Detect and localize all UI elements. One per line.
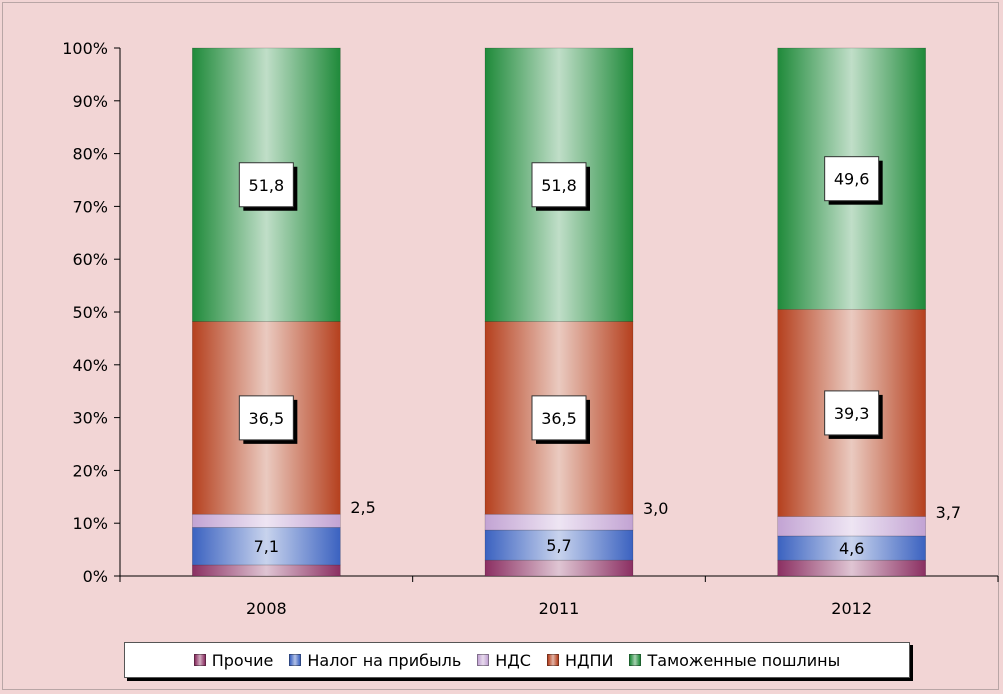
legend-item: Таможенные пошлины <box>629 651 840 670</box>
y-tick-label: 50% <box>72 303 108 322</box>
data-label-box <box>824 390 880 436</box>
data-label: 51,8 <box>249 176 285 195</box>
legend-item: Налог на прибыль <box>289 651 461 670</box>
y-tick-label: 90% <box>72 92 108 111</box>
bars <box>192 47 926 577</box>
data-label-box <box>238 395 294 441</box>
legend-label: Таможенные пошлины <box>647 650 841 670</box>
y-tick-label: 80% <box>72 145 108 164</box>
y-tick-label: 20% <box>72 461 108 480</box>
bar-segment <box>484 559 634 577</box>
data-label: 36,5 <box>249 409 285 428</box>
data-labels: 7,1 2,5 36,5 51,8 5,7 3,0 36,5 51,8 4,6 3,7 39,3 49… <box>238 156 961 558</box>
data-label-box <box>824 156 880 202</box>
data-label: 4,6 <box>839 539 864 558</box>
data-label: 39,3 <box>834 404 870 423</box>
legend-swatch <box>629 654 642 666</box>
data-label: 2,5 <box>350 498 375 517</box>
y-tick-label: 70% <box>72 197 108 216</box>
legend-label: Налог на прибыль <box>307 650 462 670</box>
bar-segment <box>192 564 341 577</box>
y-tick-label: 0% <box>83 567 108 586</box>
data-label: 7,1 <box>254 537 279 556</box>
x-tick-label: 2011 <box>539 599 580 618</box>
legend-swatch <box>546 654 559 666</box>
legend: Прочие Налог на прибыль НДС НДПИ Таможенные … <box>124 642 910 678</box>
bar-segment <box>484 513 634 531</box>
legend-swatch <box>193 654 206 666</box>
legend-swatch <box>289 654 302 666</box>
data-label: 5,7 <box>546 536 571 555</box>
data-label: 3,7 <box>936 503 961 522</box>
legend-item: НДС <box>477 651 531 670</box>
y-tick-label: 40% <box>72 356 108 375</box>
bar-segment <box>777 559 926 577</box>
data-label: 3,0 <box>643 499 668 518</box>
data-label: 36,5 <box>541 409 577 428</box>
data-label: 51,8 <box>541 176 577 195</box>
y-tick-label: 10% <box>72 514 108 533</box>
y-tick-label: 100% <box>62 39 108 58</box>
x-tick-label: 2008 <box>246 599 287 618</box>
bar-segment <box>192 527 341 566</box>
stacked-bar-chart: 0% 10% 20% 30% 40% 50% 60% 70% 80% 90% 100% 2008 201… <box>62 39 999 618</box>
x-tick-label: 2012 <box>831 599 872 618</box>
y-tick-label: 30% <box>72 409 108 428</box>
legend-label: НДПИ <box>564 650 614 670</box>
y-tick-label: 60% <box>72 250 108 269</box>
data-label-box <box>531 162 587 208</box>
legend-label: НДС <box>495 650 531 670</box>
bar-segment <box>192 513 341 528</box>
legend-item: Прочие <box>193 650 274 670</box>
legend-swatch <box>477 654 490 666</box>
legend-label: Прочие <box>211 650 274 670</box>
bar-segment <box>777 535 926 561</box>
bar-segment <box>777 516 926 537</box>
bar-segment <box>484 529 634 561</box>
data-label-box <box>238 162 294 208</box>
axes: 0% 10% 20% 30% 40% 50% 60% 70% 80% 90% 100% 2008 201… <box>62 39 999 618</box>
data-label-box <box>531 395 587 441</box>
legend-item: НДПИ <box>546 650 614 670</box>
data-label: 49,6 <box>834 170 870 189</box>
